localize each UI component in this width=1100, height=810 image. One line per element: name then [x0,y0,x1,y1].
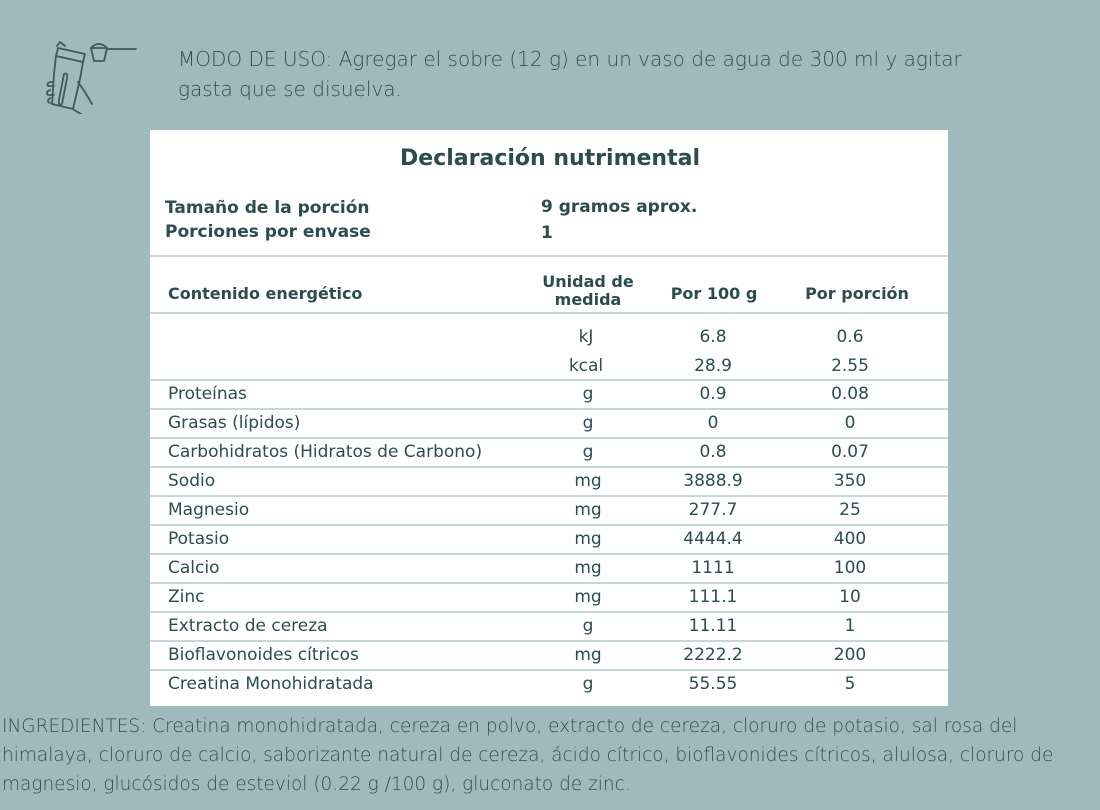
nutrient-unit: mg [574,500,602,520]
row-divider [150,553,948,555]
servings-value: 1 [541,223,553,243]
header-per100: Por 100 g [670,284,758,303]
nutrient-name: Creatina Monohidratada [168,674,374,694]
nutrient-per100: 0 [707,413,719,433]
nutrient-per-portion: 10 [839,587,861,607]
divider [150,312,948,314]
nutrient-name: Carbohidratos (Hidratos de Carbono) [168,442,483,462]
ingredients-text: INGREDIENTES: Creatina monohidratada, ce… [2,716,1054,795]
nutrient-per-portion: 0.07 [831,442,869,462]
nutrient-name: Proteínas [168,384,247,404]
nutrient-per-portion: 5 [844,674,856,694]
header-unit-1: Unidad de [542,272,634,291]
nutrient-unit: mg [574,645,602,665]
energy-per100: 28.9 [694,355,732,376]
nutrient-unit: g [582,384,594,404]
shaker-scoop-icon [45,41,137,114]
energy-unit: kJ [578,327,594,347]
serving-size-value: 9 gramos aprox. [541,197,698,217]
nutrient-unit: mg [574,529,602,549]
nutrient-per100: 277.7 [688,500,738,520]
nutrient-per100: 1111 [691,558,735,578]
nutrient-unit: g [582,442,594,462]
nutrient-per-portion: 200 [833,645,867,665]
row-divider [150,611,948,613]
divider [150,255,948,257]
row-divider [150,582,948,584]
table-title: Declaración nutrimental [400,146,700,171]
nutrient-name: Grasas (lípidos) [168,413,301,433]
servings-label: Porciones por envase [165,222,371,242]
nutrient-per-portion: 100 [833,558,867,578]
nutrient-name: Zinc [168,587,205,607]
nutrient-name: Bioflavonoides cítricos [168,645,359,665]
nutrient-per-portion: 25 [839,500,861,520]
row-divider [150,669,948,671]
nutrient-per-portion: 1 [844,616,856,636]
row-divider [150,524,948,526]
nutrient-per100: 4444.4 [683,529,743,549]
nutrient-per-portion: 0.08 [831,384,869,404]
nutrient-unit: g [582,674,594,694]
nutrient-name: Calcio [168,558,220,578]
header-name: Contenido energético [168,284,363,303]
row-divider [150,437,948,439]
nutrient-unit: g [582,413,594,433]
nutrient-per100: 0.9 [699,384,727,404]
energy-per100: 6.8 [699,327,727,347]
nutrient-name: Extracto de cereza [168,616,328,636]
nutrient-unit: mg [574,558,602,578]
nutrient-per100: 11.11 [688,616,738,636]
serving-size-label: Tamaño de la porción [165,198,370,218]
row-divider [150,495,948,497]
nutrient-per-portion: 400 [833,529,867,549]
row-divider [150,466,948,468]
nutrient-per100: 0.8 [699,442,727,462]
nutrition-panel [150,130,948,706]
nutrient-name: Sodio [168,471,216,491]
nutrient-per-portion: 350 [833,471,867,491]
row-divider [150,408,948,410]
nutrient-name: Magnesio [168,500,250,520]
nutrient-unit: mg [574,471,602,491]
divider [150,379,948,381]
nutrient-per100: 3888.9 [683,471,743,491]
nutrient-name: Potasio [168,529,230,549]
header-per-portion: Por porción [805,284,909,303]
row-divider [150,640,948,642]
header-unit-2: medida [554,290,622,309]
energy-unit: kcal [568,355,604,376]
energy-per-portion: 0.6 [836,327,864,347]
nutrient-unit: g [582,616,594,636]
energy-per-portion: 2.55 [831,355,869,376]
nutrient-per-portion: 0 [844,413,856,433]
nutrient-unit: mg [574,587,602,607]
usage-instructions: MODO DE USO: Agregar el sobre (12 g) en … [178,47,962,101]
nutrient-per100: 111.1 [688,587,738,607]
nutrient-per100: 55.55 [688,674,738,694]
nutrient-per100: 2222.2 [683,645,743,665]
